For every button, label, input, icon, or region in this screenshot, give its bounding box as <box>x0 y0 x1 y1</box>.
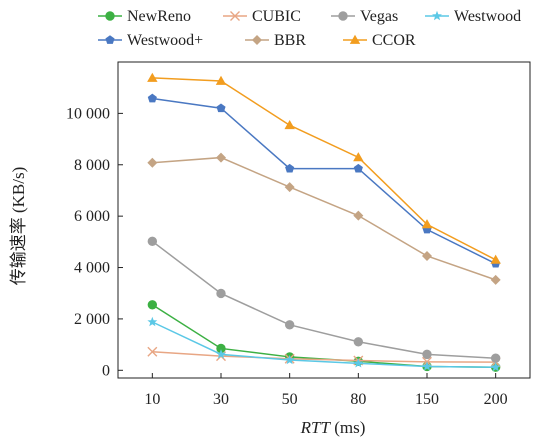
series-westwood <box>147 316 501 372</box>
data-point-vegas <box>216 288 226 299</box>
legend-label: NewReno <box>127 8 191 25</box>
series-line-vegas <box>151 240 496 359</box>
legend-label: Westwood <box>454 8 521 25</box>
x-tick-label: 10 <box>144 391 160 408</box>
series-line-ccor <box>152 77 497 261</box>
series-line-newreno <box>151 304 496 368</box>
legend-label: CUBIC <box>252 8 301 25</box>
legend-label: CCOR <box>372 32 416 49</box>
x-tick-label: 200 <box>484 391 508 408</box>
axes: 0 2 000 4 000 6 000 8 000 10 000 10 30 50 80 150 20… <box>66 61 531 408</box>
data-point-westwood-plus <box>216 103 226 113</box>
legend-marker <box>230 11 240 21</box>
y-tick-label: 4 000 <box>74 260 110 277</box>
data-point-ccor <box>284 120 295 130</box>
data-point-vegas <box>422 349 432 360</box>
y-tick-label: 8 000 <box>74 157 110 174</box>
data-point-newreno <box>147 300 158 310</box>
legend-item-cubic: CUBIC <box>223 8 301 25</box>
series-line-westwood <box>152 321 496 368</box>
legend-label: Vegas <box>360 8 398 25</box>
y-axis-title: 传输速率 (KB/s) <box>9 167 28 286</box>
y-tick-label: 2 000 <box>74 311 110 328</box>
y-tick-label: 0 <box>102 362 110 379</box>
data-point-westwood <box>422 361 432 371</box>
data-point-ccor <box>215 75 227 85</box>
legend-marker <box>432 10 442 21</box>
series-line-cubic <box>152 351 496 363</box>
x-axis-title: RTT (ms) <box>300 418 366 437</box>
legend-item-bbr: BBR <box>245 32 306 49</box>
data-point-bbr <box>147 157 158 168</box>
series-newreno <box>147 300 501 372</box>
data-point-westwood-plus <box>285 163 295 173</box>
legend-marker <box>349 34 361 44</box>
data-point-cubic <box>147 346 158 357</box>
data-point-westwood-plus <box>353 163 363 173</box>
plot-area <box>147 72 501 372</box>
data-point-bbr <box>353 210 364 221</box>
series-cubic <box>147 346 501 368</box>
legend: NewReno CUBIC Vegas Westwood Westwood+ BBR CCO… <box>98 8 521 49</box>
series-line-westwood-plus <box>152 97 497 265</box>
x-tick-label: 50 <box>282 391 298 408</box>
data-point-westwood <box>284 354 295 365</box>
data-point-ccor <box>353 152 364 162</box>
data-point-ccor <box>147 72 158 82</box>
data-point-westwood-plus <box>147 93 157 103</box>
legend-marker <box>252 35 262 45</box>
legend-item-vegas: Vegas <box>331 8 398 25</box>
y-tick-label: 10 000 <box>66 105 110 122</box>
data-point-bbr <box>216 152 226 163</box>
data-point-vegas <box>490 353 501 363</box>
legend-item-newreno: NewReno <box>98 8 191 25</box>
series-westwood-plus <box>147 93 501 268</box>
data-point-westwood <box>147 316 158 327</box>
data-point-bbr <box>422 250 432 261</box>
series-ccor <box>147 72 501 264</box>
legend-marker <box>105 11 115 21</box>
x-tick-label: 30 <box>213 391 229 408</box>
y-tick-label: 6 000 <box>74 208 110 225</box>
x-axis-title-variable: RTT <box>300 418 332 437</box>
series-line-bbr <box>152 156 496 281</box>
data-point-vegas <box>147 236 158 247</box>
data-point-bbr <box>490 274 501 285</box>
series-bbr <box>147 152 501 285</box>
data-point-westwood <box>353 358 364 368</box>
legend-item-ccor: CCOR <box>343 32 416 49</box>
data-point-ccor <box>490 254 501 264</box>
x-tick-label: 150 <box>415 391 439 408</box>
legend-item-westwood-plus: Westwood+ <box>98 32 203 49</box>
data-point-vegas <box>284 320 295 330</box>
legend-marker <box>338 11 348 21</box>
legend-label: BBR <box>274 32 306 49</box>
data-point-westwood <box>216 349 226 359</box>
data-point-vegas <box>353 337 364 347</box>
data-point-westwood <box>490 362 501 372</box>
x-axis-title-unit: (ms) <box>330 418 365 437</box>
legend-item-westwood: Westwood <box>425 8 521 25</box>
data-point-ccor <box>421 219 433 229</box>
series-vegas <box>147 236 501 363</box>
x-tick-label: 80 <box>350 391 366 408</box>
data-point-bbr <box>284 182 295 193</box>
legend-marker <box>105 35 115 44</box>
plot-frame <box>117 61 531 379</box>
legend-label: Westwood+ <box>127 32 203 49</box>
